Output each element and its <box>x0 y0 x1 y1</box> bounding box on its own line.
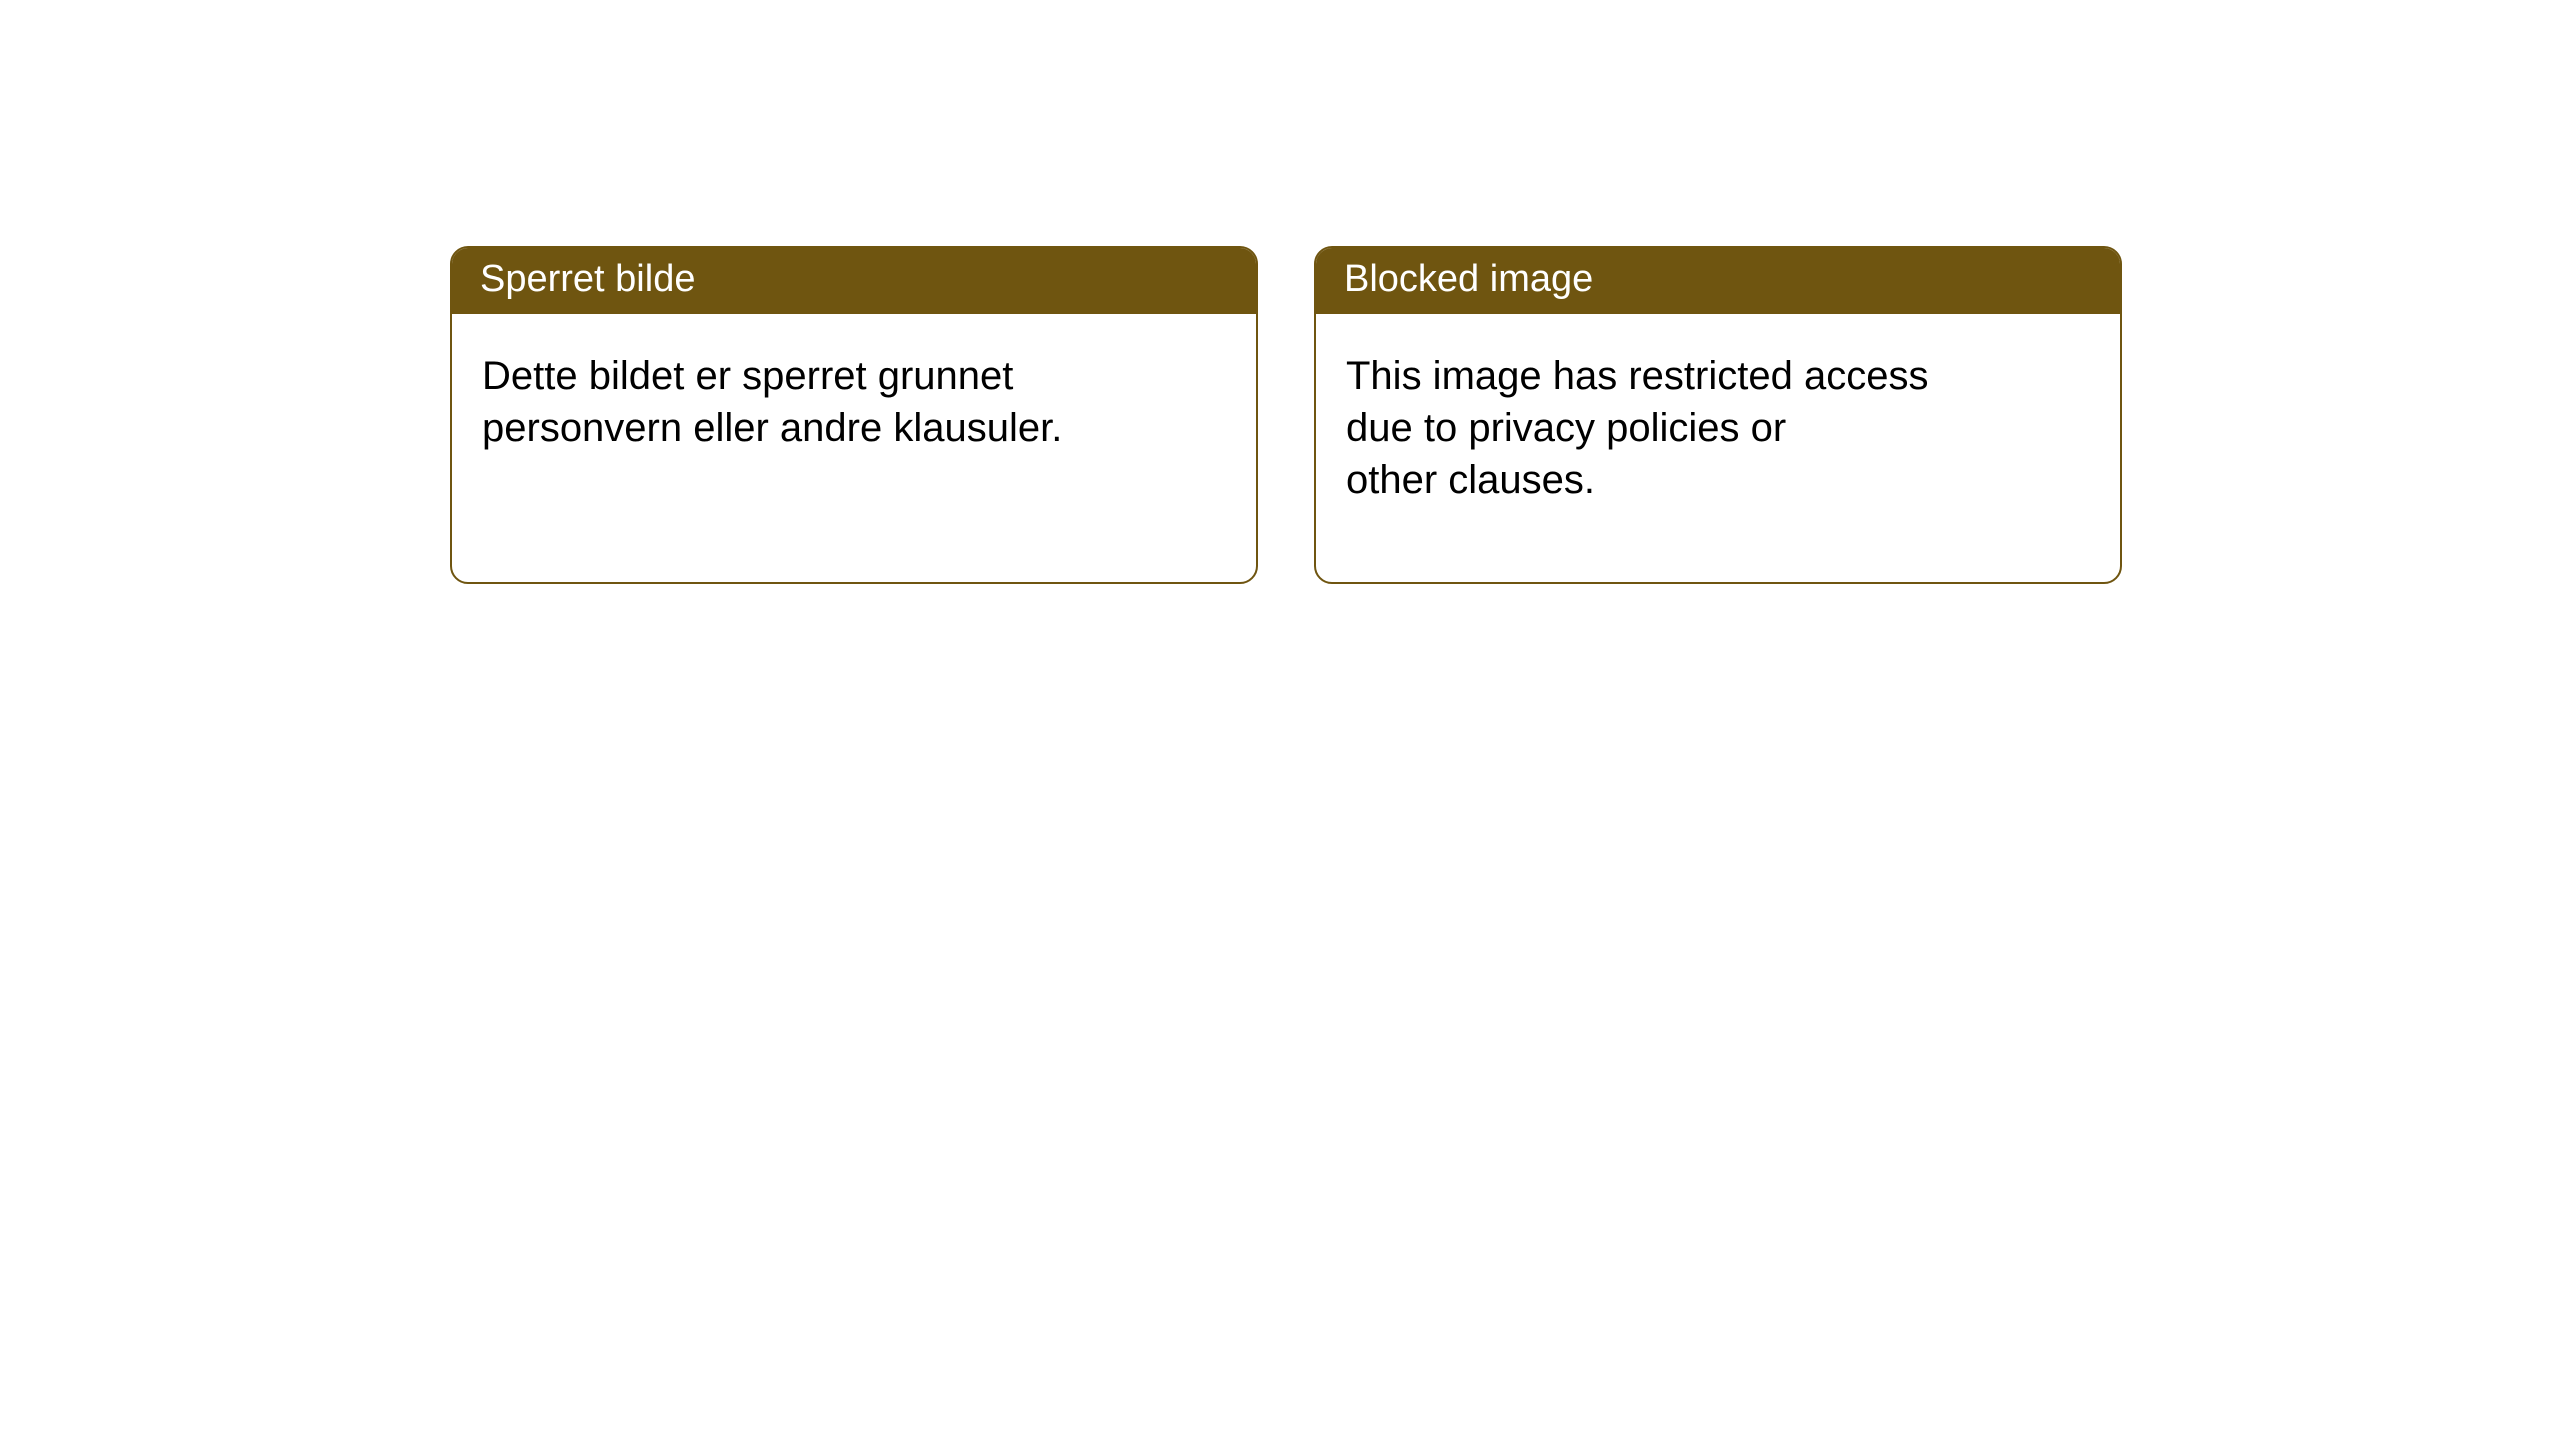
notice-card-message: This image has restricted access due to … <box>1316 314 2036 536</box>
notice-card-english: Blocked image This image has restricted … <box>1314 246 2122 584</box>
notice-card-message: Dette bildet er sperret grunnet personve… <box>452 314 1172 484</box>
notice-container: Sperret bilde Dette bildet er sperret gr… <box>0 0 2560 584</box>
notice-card-title: Sperret bilde <box>452 248 1256 314</box>
notice-card-norwegian: Sperret bilde Dette bildet er sperret gr… <box>450 246 1258 584</box>
notice-card-title: Blocked image <box>1316 248 2120 314</box>
